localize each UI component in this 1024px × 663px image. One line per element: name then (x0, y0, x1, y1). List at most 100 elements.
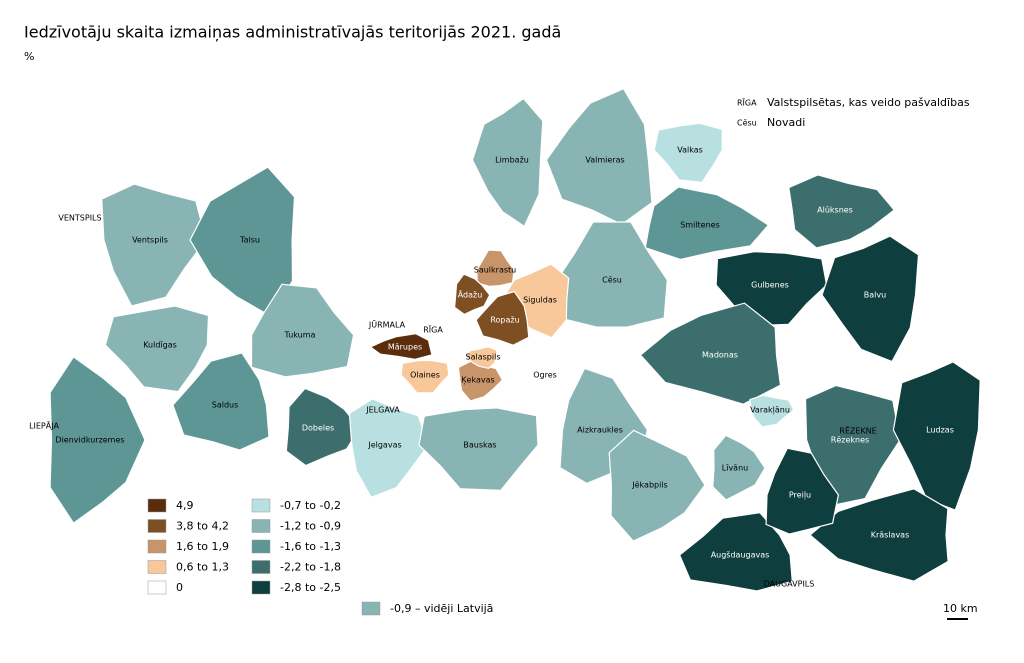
legend-swatch (251, 580, 271, 595)
region (471, 97, 544, 228)
region (788, 174, 896, 249)
labels: Dienvidkurzemes Ventspils Kuldīgas Talsu Sal… (29, 146, 954, 589)
region-label: Kuldīgas (143, 341, 177, 350)
legend-label: -1,2 to -0,9 (280, 520, 341, 533)
region (418, 407, 539, 492)
region (821, 235, 920, 363)
region-label: Mārupes (388, 343, 422, 352)
region-label: Jēkabpils (631, 481, 667, 490)
regions (49, 87, 981, 592)
key-text: Novadi (767, 116, 805, 129)
legend-label: 4,9 (176, 499, 194, 512)
region (644, 186, 770, 261)
region-label: Augšdaugavas (711, 550, 770, 560)
region (809, 488, 949, 582)
region-label: Preiļu (789, 491, 811, 501)
region-label: Cēsu (602, 276, 622, 285)
region (101, 183, 207, 307)
region-label: Madonas (702, 351, 738, 360)
legend-swatch (251, 539, 271, 554)
region-label: Smiltenes (680, 221, 720, 230)
legend-label: -1,6 to -1,3 (280, 540, 341, 553)
region (250, 283, 355, 378)
region-label: Saldus (212, 401, 239, 410)
region-label: Olaines (410, 371, 440, 380)
city-label: LIEPĀJA (29, 421, 59, 431)
region-label: Bauskas (463, 441, 496, 450)
region-label: Valmieras (585, 156, 624, 165)
region (545, 87, 653, 226)
legend-swatch (361, 601, 381, 616)
city-label: RĒZEKNE (839, 426, 876, 436)
region (892, 361, 981, 511)
city-label: DAUGAVPILS (764, 580, 815, 589)
region-label: Krāslavas (871, 531, 910, 540)
region-label: Dienvidkurzemes (55, 436, 124, 445)
legend-label: 0,6 to 1,3 (176, 561, 229, 574)
region-label: Saulkrastu (474, 266, 516, 275)
legend-label: -2,8 to -2,5 (280, 581, 341, 594)
city-label: JELGAVA (365, 406, 400, 415)
unit: % (24, 50, 34, 63)
region-label: Ludzas (926, 426, 954, 435)
region-label: Aizkraukles (577, 426, 623, 435)
region-label: Siguldas (523, 296, 557, 305)
region (104, 305, 210, 393)
legend: 4,9 3,8 to 4,2 1,6 to 1,9 0,6 to 1,3 0 -0,7 t… (147, 498, 493, 616)
region-label: Alūksnes (817, 206, 853, 215)
region (369, 333, 433, 360)
region (608, 429, 706, 542)
region (475, 290, 530, 346)
region-label: Valkas (677, 146, 703, 155)
region-label: Ropažu (490, 316, 519, 325)
legend-swatch (147, 498, 167, 513)
city-label: JŪRMALA (368, 320, 406, 330)
region-label: Salaspils (466, 353, 501, 362)
key-abbr: Cēsu (737, 119, 757, 128)
region (765, 447, 840, 535)
region-label: Jelgavas (367, 441, 401, 450)
region (172, 352, 270, 451)
title: Iedzīvotāju skaita izmaiņas administratī… (24, 23, 561, 42)
legend-label: -0,7 to -0,2 (280, 499, 341, 512)
region (49, 356, 146, 524)
region-label: Balvu (864, 291, 886, 300)
region (653, 122, 724, 183)
legend-swatch (251, 560, 271, 574)
scale-label: 10 km (943, 602, 978, 615)
legend-label: 3,8 to 4,2 (176, 520, 229, 533)
region-label: Limbažu (495, 156, 529, 165)
legend-swatch (251, 498, 271, 513)
region-label: Talsu (239, 236, 260, 245)
legend-swatch (147, 580, 167, 595)
region (712, 434, 766, 501)
legend-swatch (147, 539, 167, 554)
legend-label: -0,9 – vidēji Latvijā (390, 602, 493, 615)
legend-label: 1,6 to 1,9 (176, 540, 229, 553)
region-label: Gulbenes (751, 281, 789, 290)
region (476, 249, 515, 288)
city-label: VENTSPILS (58, 214, 101, 223)
region (348, 398, 429, 499)
key-abbr: RĪGA (737, 98, 757, 108)
region (464, 346, 498, 370)
legend-swatch (147, 560, 167, 574)
region-label: Līvānu (722, 464, 748, 473)
legend-label: 0 (176, 581, 183, 594)
legend-swatch (251, 519, 271, 533)
legend-label: -2,2 to -1,8 (280, 561, 341, 574)
key-text: Valstspilsētas, kas veido pašvaldības (767, 96, 970, 109)
region-label: Rēzeknes (831, 436, 869, 445)
region (804, 384, 901, 506)
region (285, 387, 361, 467)
region (453, 273, 491, 316)
region-label: Ogres (533, 371, 557, 380)
region-label: Tukuma (284, 331, 316, 340)
region-label: Dobeles (302, 424, 334, 433)
region (400, 359, 450, 394)
region-label: Varakļānu (750, 406, 790, 416)
region (749, 394, 795, 428)
region-label: Ķekavas (461, 376, 494, 386)
region-label: Ventspils (132, 236, 168, 245)
